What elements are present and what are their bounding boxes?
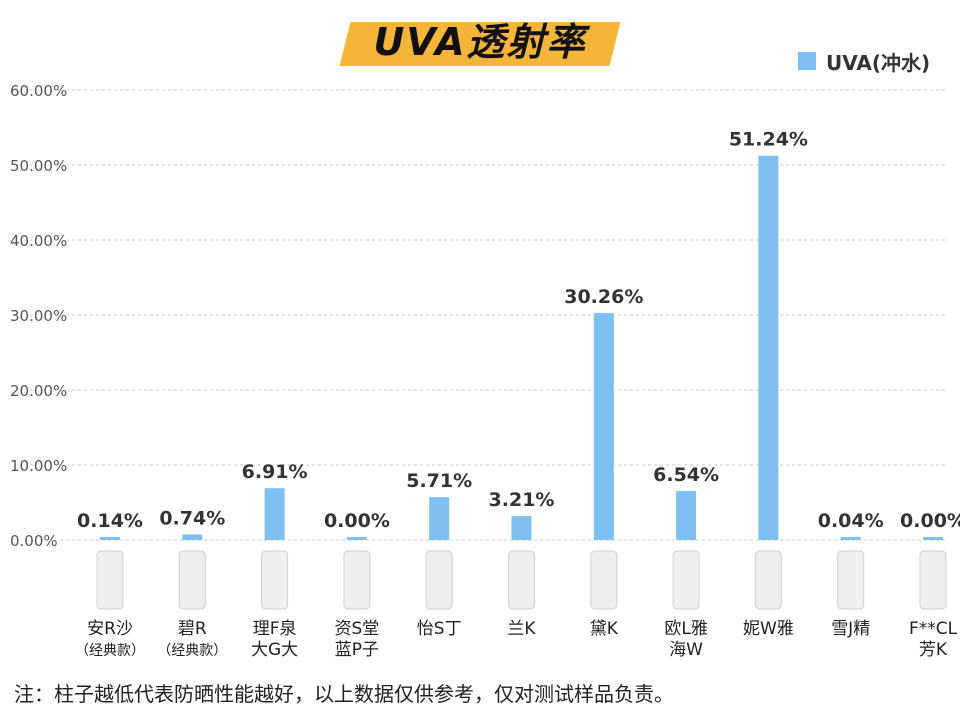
product-image [508,550,535,610]
category-label: 欧L雅 [664,619,707,639]
category-label: 碧R [178,619,207,639]
chart-title: UVA透射率 [373,20,587,64]
data-label: 3.21% [489,489,555,511]
bar [429,497,450,540]
product-image [261,550,289,610]
y-tick-label: 30.00% [10,307,67,325]
bar [511,515,532,540]
bar [676,490,697,540]
category-label: 怡S丁 [417,619,462,639]
bar [758,155,779,540]
category-label: （经典款） [157,643,227,659]
y-tick-label: 20.00% [10,382,67,400]
category-label: F**CL [909,619,958,639]
category-label: （经典款） [75,643,145,659]
data-label: 51.24% [729,129,808,151]
product-image [343,550,371,610]
product-image [919,550,947,610]
product-image [672,550,700,610]
data-label: 0.00% [900,510,960,532]
bar [346,537,367,540]
legend-label: UVA(冲水) [826,50,931,75]
data-label: 0.00% [324,510,390,532]
category-label: 资S堂 [335,619,380,639]
product-image [590,550,618,610]
bar [593,313,614,540]
bar [923,537,943,540]
product-image [837,550,865,610]
footnote: 注：柱子越低代表防晒性能越好，以上数据仅供参考，仅对测试样品负责。 [14,682,674,706]
data-label: 6.54% [653,464,719,486]
data-label: 0.74% [159,507,225,529]
y-tick-label: 60.00% [10,82,67,100]
data-label: 5.71% [406,470,472,492]
y-tick-label: 40.00% [10,232,67,250]
category-label: 雪J精 [831,619,870,639]
product-image [178,550,206,610]
bar [264,488,285,540]
legend-swatch [798,52,816,70]
category-label: 黛K [590,619,619,639]
category-label: 大G大 [251,640,298,660]
category-label: 兰K [507,619,536,639]
bar [182,534,203,540]
category-label: 安R沙 [87,619,133,639]
category-label: 海W [669,640,703,660]
category-label: 理F泉 [253,619,297,639]
data-label: 30.26% [564,286,643,308]
y-tick-label: 0.00% [10,532,58,550]
data-label: 0.14% [77,510,143,532]
bar [100,537,120,540]
product-image [754,550,782,610]
category-label: 妮W雅 [743,619,794,639]
product-image [425,550,453,610]
legend: UVA(冲水) [798,48,931,75]
category-label: 蓝P子 [335,640,379,660]
y-tick-label: 50.00% [10,157,67,175]
category-label: 芳K [919,640,948,660]
y-tick-label: 10.00% [10,457,67,475]
data-label: 0.04% [818,510,884,532]
product-image [96,550,124,610]
data-label: 6.91% [242,461,308,483]
bar [840,537,861,540]
